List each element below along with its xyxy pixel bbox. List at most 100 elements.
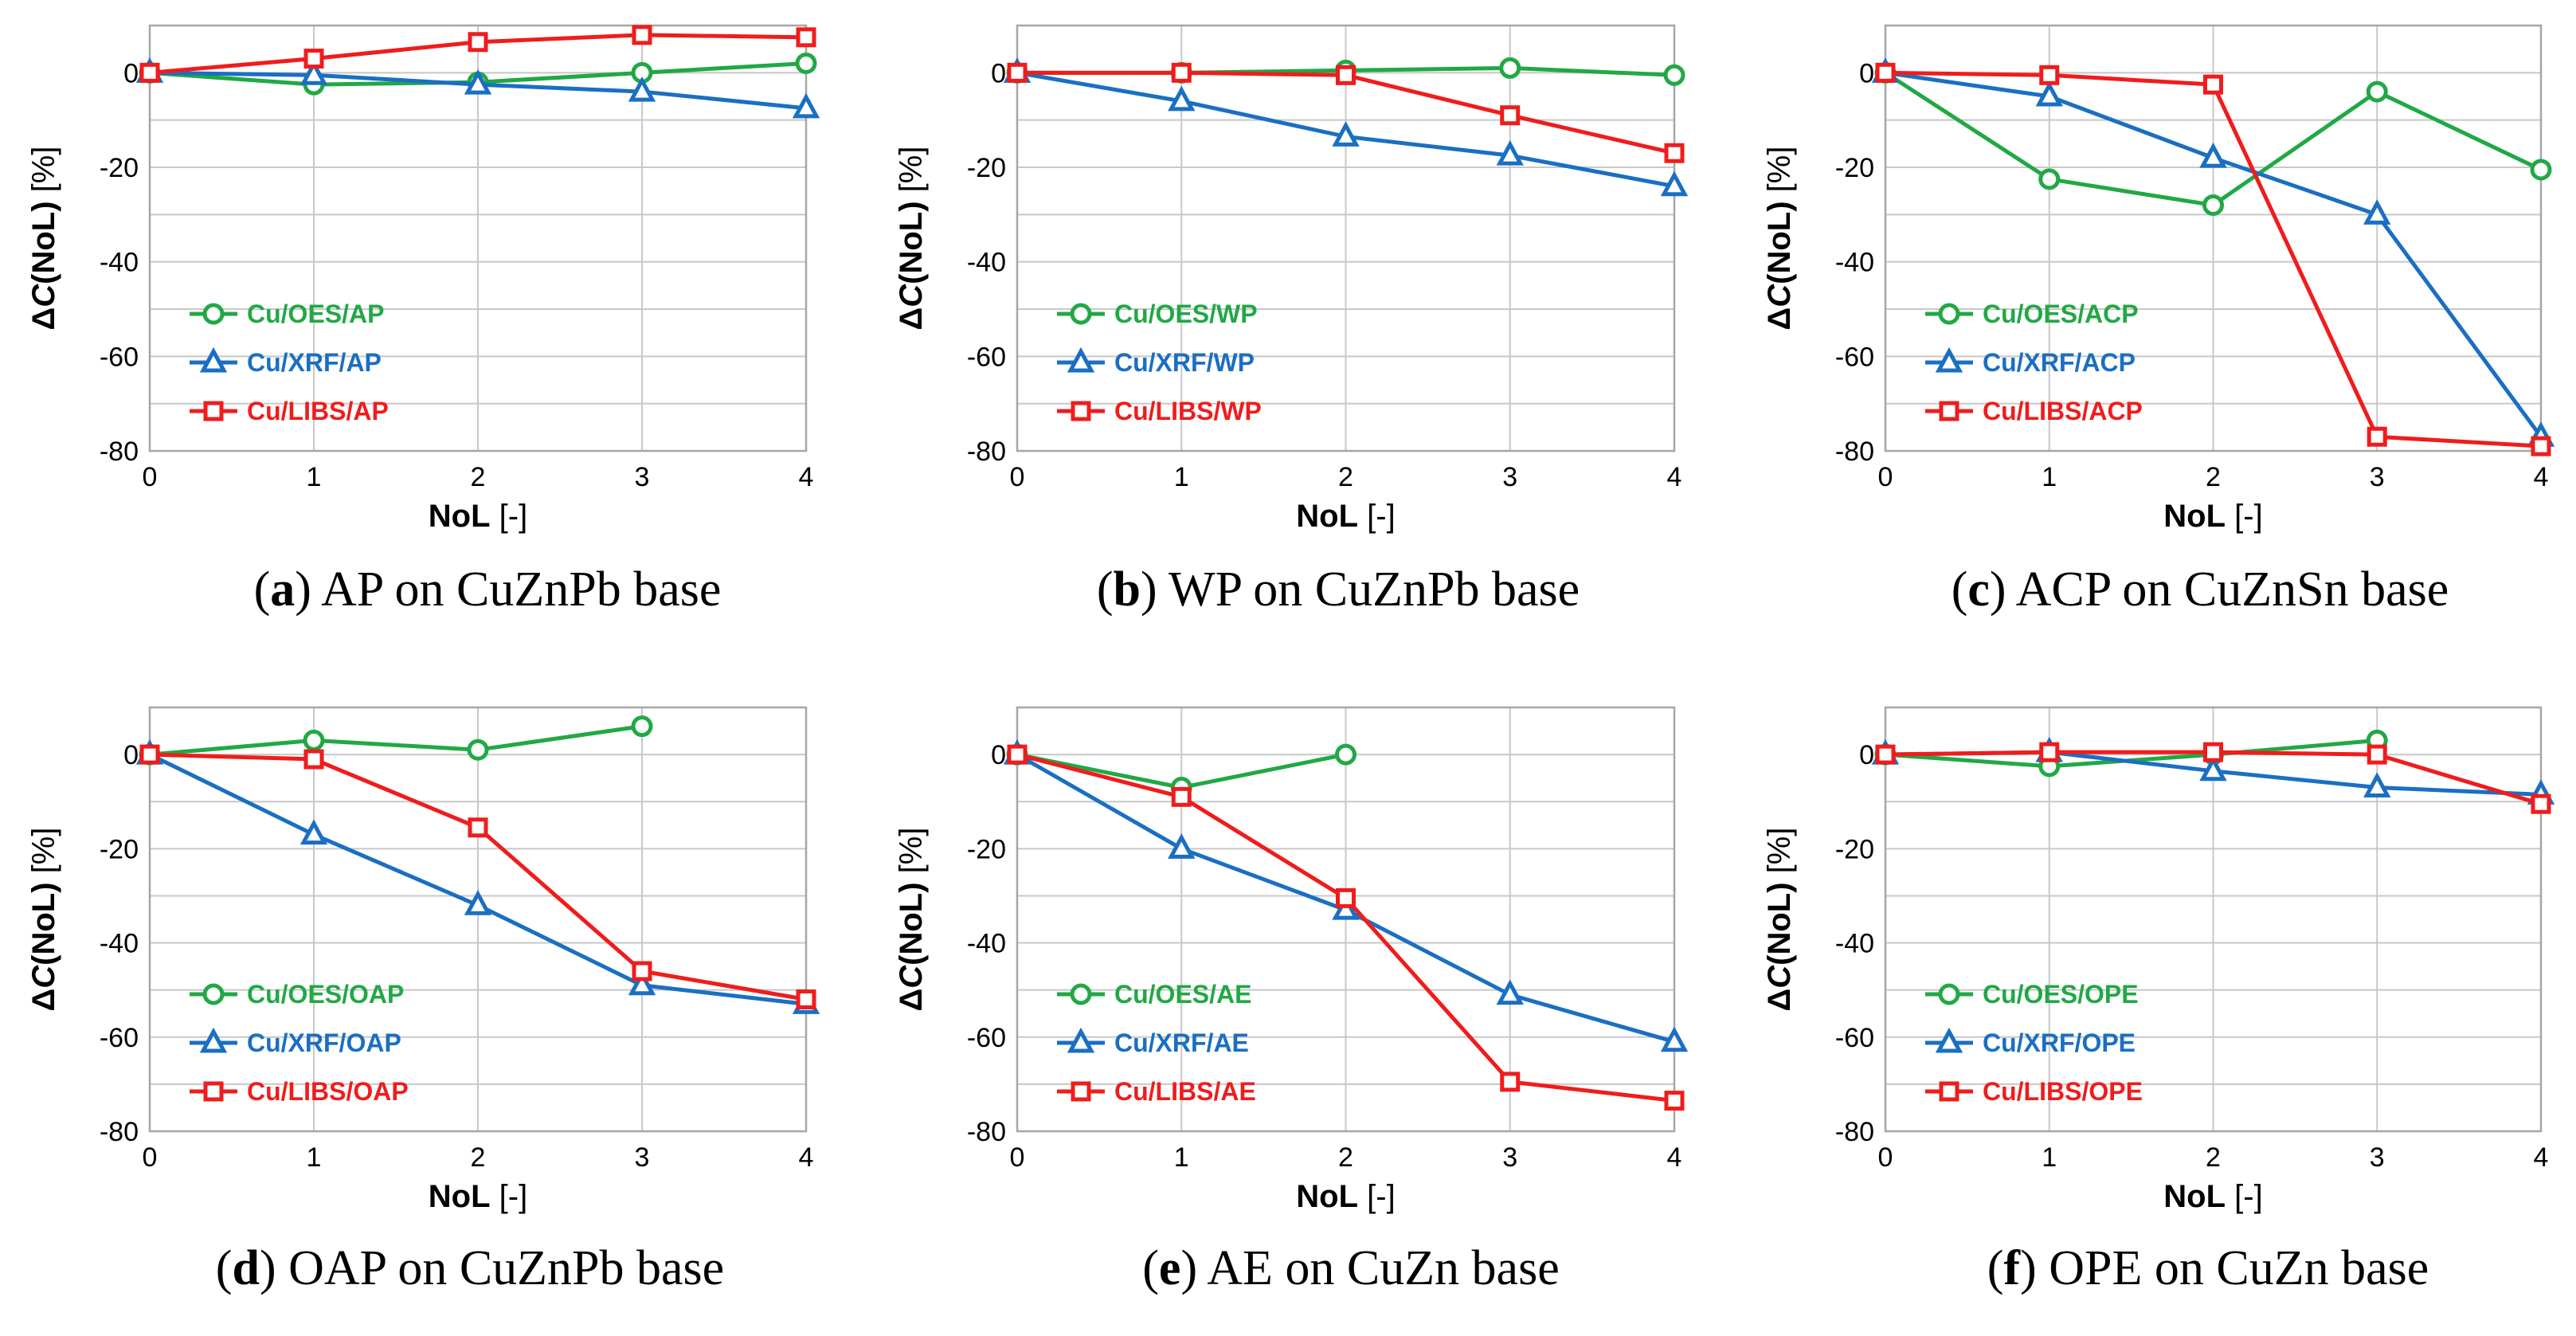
legend-item: Cu/LIBS/OPE bbox=[1925, 1077, 2143, 1106]
y-axis-label: ΔC(NoL) [%] bbox=[26, 147, 61, 331]
caption-paren: ( bbox=[1142, 1241, 1159, 1295]
legend-item: Cu/LIBS/ACP bbox=[1925, 397, 2143, 425]
y-tick-label: -60 bbox=[100, 342, 139, 372]
data-point bbox=[2363, 772, 2391, 797]
caption-paren: ) bbox=[2020, 1241, 2049, 1295]
caption-text: OAP on CuZnPb base bbox=[288, 1241, 724, 1295]
caption-letter: a bbox=[270, 562, 295, 617]
x-axis-label: NoL [-] bbox=[2163, 1179, 2262, 1214]
x-tick-label: 0 bbox=[1878, 1142, 1893, 1173]
legend-marker bbox=[1935, 1027, 1963, 1053]
y-tick-label: 0 bbox=[1859, 740, 1874, 770]
data-point bbox=[2531, 436, 2551, 456]
legend-item: Cu/XRF/AE bbox=[1057, 1027, 1249, 1057]
data-point bbox=[1168, 833, 1196, 859]
y-axis-label-unit: [%] bbox=[894, 147, 929, 202]
series-Cu/LIBS/ACP bbox=[1875, 62, 2551, 456]
x-tick-label: 4 bbox=[1667, 462, 1682, 492]
y-tick-label: -20 bbox=[967, 834, 1006, 864]
legend-item: Cu/OES/WP bbox=[1057, 300, 1258, 328]
caption-letter: e bbox=[1159, 1241, 1181, 1295]
data-point bbox=[795, 52, 817, 74]
legend: Cu/OES/ACP Cu/XRF/ACP Cu/LIBS/ACP bbox=[1925, 300, 2143, 425]
legend-marker bbox=[1071, 1081, 1091, 1102]
legend-label: Cu/OES/WP bbox=[1114, 300, 1258, 328]
x-tick-label: 2 bbox=[1338, 1142, 1353, 1173]
data-point bbox=[303, 749, 324, 770]
panel-caption: (d) OAP on CuZnPb base bbox=[216, 1241, 724, 1295]
x-axis-label-bold: NoL bbox=[1296, 1179, 1358, 1214]
caption-paren: ) bbox=[295, 562, 321, 617]
legend-item: Cu/LIBS/AP bbox=[190, 397, 389, 425]
y-tick-label: -80 bbox=[967, 1117, 1006, 1147]
y-tick-label: -40 bbox=[100, 248, 139, 278]
y-axis-label: ΔC(NoL) [%] bbox=[26, 828, 61, 1012]
legend-marker bbox=[203, 1081, 224, 1102]
y-tick-label: -80 bbox=[100, 437, 139, 467]
x-axis-label: NoL [-] bbox=[429, 1179, 527, 1214]
data-point bbox=[1332, 121, 1360, 147]
panel-caption: (f) OPE on CuZn base bbox=[1987, 1241, 2429, 1295]
data-point bbox=[2367, 744, 2387, 765]
data-point bbox=[2035, 80, 2063, 107]
y-axis-label-unit: [%] bbox=[26, 828, 61, 883]
data-point bbox=[628, 970, 656, 996]
x-axis-label: NoL [-] bbox=[429, 499, 527, 534]
caption-paren: ) bbox=[1990, 562, 2016, 617]
x-axis-label-unit: [-] bbox=[1358, 499, 1396, 534]
y-tick-label: -40 bbox=[967, 248, 1006, 278]
legend-label: Cu/XRF/OPE bbox=[1983, 1028, 2136, 1057]
y-axis-label-bold: (NoL) bbox=[894, 882, 929, 965]
legend-item: Cu/OES/AE bbox=[1057, 980, 1251, 1009]
x-tick-label: 0 bbox=[143, 462, 158, 492]
y-axis-label-symbol: C bbox=[894, 284, 929, 308]
x-tick-label: 0 bbox=[143, 1142, 158, 1173]
legend-marker bbox=[1067, 1027, 1095, 1053]
legend-label: Cu/XRF/AE bbox=[1114, 1028, 1249, 1057]
data-point bbox=[1496, 139, 1524, 166]
data-point bbox=[1875, 744, 1896, 765]
x-axis-label-unit: [-] bbox=[2226, 499, 2263, 534]
y-tick-label: -60 bbox=[100, 1023, 139, 1053]
x-axis-label-bold: NoL bbox=[2163, 1179, 2226, 1214]
plot-frame bbox=[1016, 24, 1676, 453]
legend-label: Cu/XRF/AP bbox=[247, 348, 382, 377]
data-point bbox=[468, 32, 488, 53]
y-axis-label-unit: [%] bbox=[1762, 828, 1797, 883]
data-point bbox=[468, 817, 488, 838]
caption-paren: ( bbox=[216, 1241, 233, 1295]
data-point bbox=[2039, 742, 2060, 762]
x-tick-label: 3 bbox=[1502, 1142, 1517, 1173]
y-tick-label: -60 bbox=[967, 342, 1006, 372]
data-point bbox=[2203, 74, 2223, 95]
legend-item: Cu/XRF/ACP bbox=[1925, 347, 2136, 377]
legend-marker bbox=[1070, 983, 1092, 1005]
y-axis-label-bold: (NoL) bbox=[26, 882, 61, 965]
series-Cu/XRF/AE bbox=[1003, 739, 1689, 1052]
data-point bbox=[796, 989, 816, 1009]
panel-caption: (c) ACP on CuZnSn base bbox=[1952, 562, 2449, 617]
legend-label: Cu/LIBS/OPE bbox=[1983, 1077, 2143, 1106]
legend-label: Cu/OES/OAP bbox=[247, 980, 404, 1009]
x-axis-label-unit: [-] bbox=[2226, 1179, 2263, 1214]
gridlines bbox=[149, 707, 807, 1132]
y-axis-label-symbol: C bbox=[26, 965, 61, 989]
legend-item: Cu/LIBS/OAP bbox=[190, 1077, 409, 1106]
data-point bbox=[2367, 426, 2387, 447]
y-axis-label-symbol: C bbox=[1762, 965, 1797, 989]
y-axis-label-bold: (NoL) bbox=[26, 201, 61, 284]
x-tick-label: 3 bbox=[635, 462, 650, 492]
legend-item: Cu/OES/OAP bbox=[190, 980, 404, 1009]
data-point bbox=[2199, 142, 2227, 168]
legend-marker bbox=[1070, 303, 1092, 325]
x-tick-label: 1 bbox=[1174, 462, 1189, 492]
x-tick-label: 3 bbox=[2370, 462, 2385, 492]
x-tick-label: 3 bbox=[2370, 1142, 2385, 1173]
y-tick-label: -20 bbox=[967, 153, 1006, 183]
x-axis-label-bold: NoL bbox=[429, 499, 491, 534]
y-tick-label: 0 bbox=[123, 740, 139, 770]
data-point bbox=[1664, 1091, 1685, 1111]
